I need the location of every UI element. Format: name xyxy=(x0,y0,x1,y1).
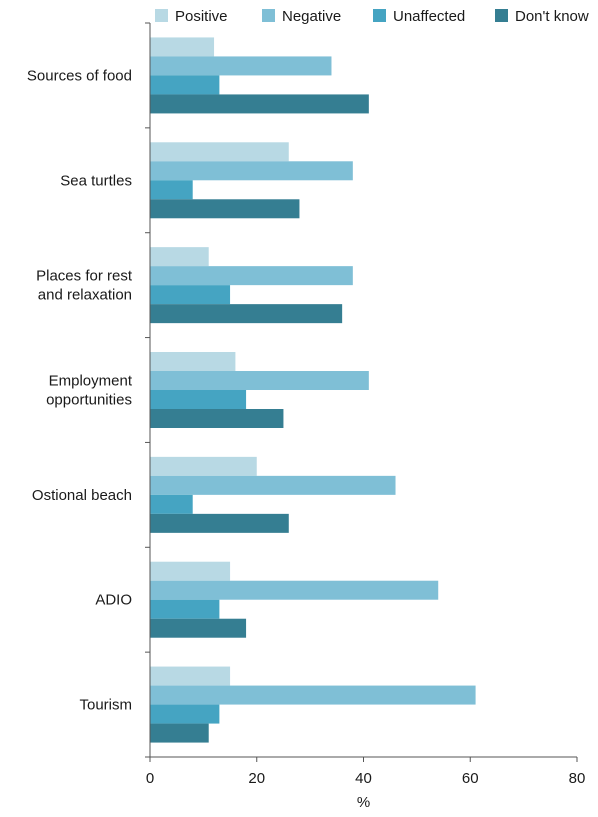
category-label: Sources of food xyxy=(27,67,132,84)
legend: Positive Negative Unaffected Don't know xyxy=(155,8,589,25)
bar-don-t-know-1 xyxy=(150,199,300,219)
legend-swatch-positive xyxy=(155,9,168,22)
bar-don-t-know-4 xyxy=(150,513,289,533)
bars xyxy=(150,37,476,743)
legend-label-unaffected: Unaffected xyxy=(393,8,465,25)
bar-negative-2 xyxy=(150,266,353,286)
bar-positive-2 xyxy=(150,247,209,267)
x-tick-label: 80 xyxy=(569,770,586,787)
axes: Sources of food Sea turtles Places for res… xyxy=(27,22,586,811)
bar-unaffected-2 xyxy=(150,285,231,305)
x-tick-label: 40 xyxy=(355,770,372,787)
bar-negative-1 xyxy=(150,161,353,181)
legend-label-don-t-know: Don't know xyxy=(515,8,589,25)
bar-unaffected-6 xyxy=(150,704,220,724)
x-tick-label: 0 xyxy=(146,770,154,787)
bar-negative-0 xyxy=(150,56,332,76)
legend-swatch-negative xyxy=(262,9,275,22)
bar-unaffected-1 xyxy=(150,180,193,200)
bar-positive-0 xyxy=(150,37,215,57)
bar-unaffected-4 xyxy=(150,494,193,514)
bar-don-t-know-6 xyxy=(150,723,209,743)
bar-positive-3 xyxy=(150,352,236,371)
bar-don-t-know-5 xyxy=(150,618,247,638)
x-tick-label: 20 xyxy=(248,770,265,787)
category-label: ADIO xyxy=(95,592,132,609)
bar-unaffected-5 xyxy=(150,599,220,619)
x-tick-label: 60 xyxy=(462,770,479,787)
bar-don-t-know-0 xyxy=(150,94,369,114)
bar-unaffected-0 xyxy=(150,75,220,95)
category-label: Sea turtles xyxy=(60,172,132,189)
category-label: Places for rest and relaxation xyxy=(36,268,133,304)
bar-negative-5 xyxy=(150,580,439,600)
category-label: Ostional beach xyxy=(32,487,132,504)
bar-positive-1 xyxy=(150,142,289,162)
bar-unaffected-3 xyxy=(150,390,247,409)
category-label: Tourism xyxy=(79,697,132,714)
category-label: Employment opportunities xyxy=(46,373,133,409)
bar-negative-3 xyxy=(150,371,369,390)
legend-swatch-don-t-know xyxy=(495,9,508,22)
legend-label-positive: Positive xyxy=(175,8,228,25)
bar-positive-5 xyxy=(150,561,231,581)
bar-positive-4 xyxy=(150,456,257,476)
bar-don-t-know-2 xyxy=(150,304,343,324)
bar-don-t-know-3 xyxy=(150,409,284,428)
x-axis-title: % xyxy=(357,794,370,811)
bar-positive-6 xyxy=(150,666,231,686)
bar-negative-4 xyxy=(150,475,396,495)
bar-negative-6 xyxy=(150,685,476,705)
legend-swatch-unaffected xyxy=(373,9,386,22)
legend-label-negative: Negative xyxy=(282,8,341,25)
